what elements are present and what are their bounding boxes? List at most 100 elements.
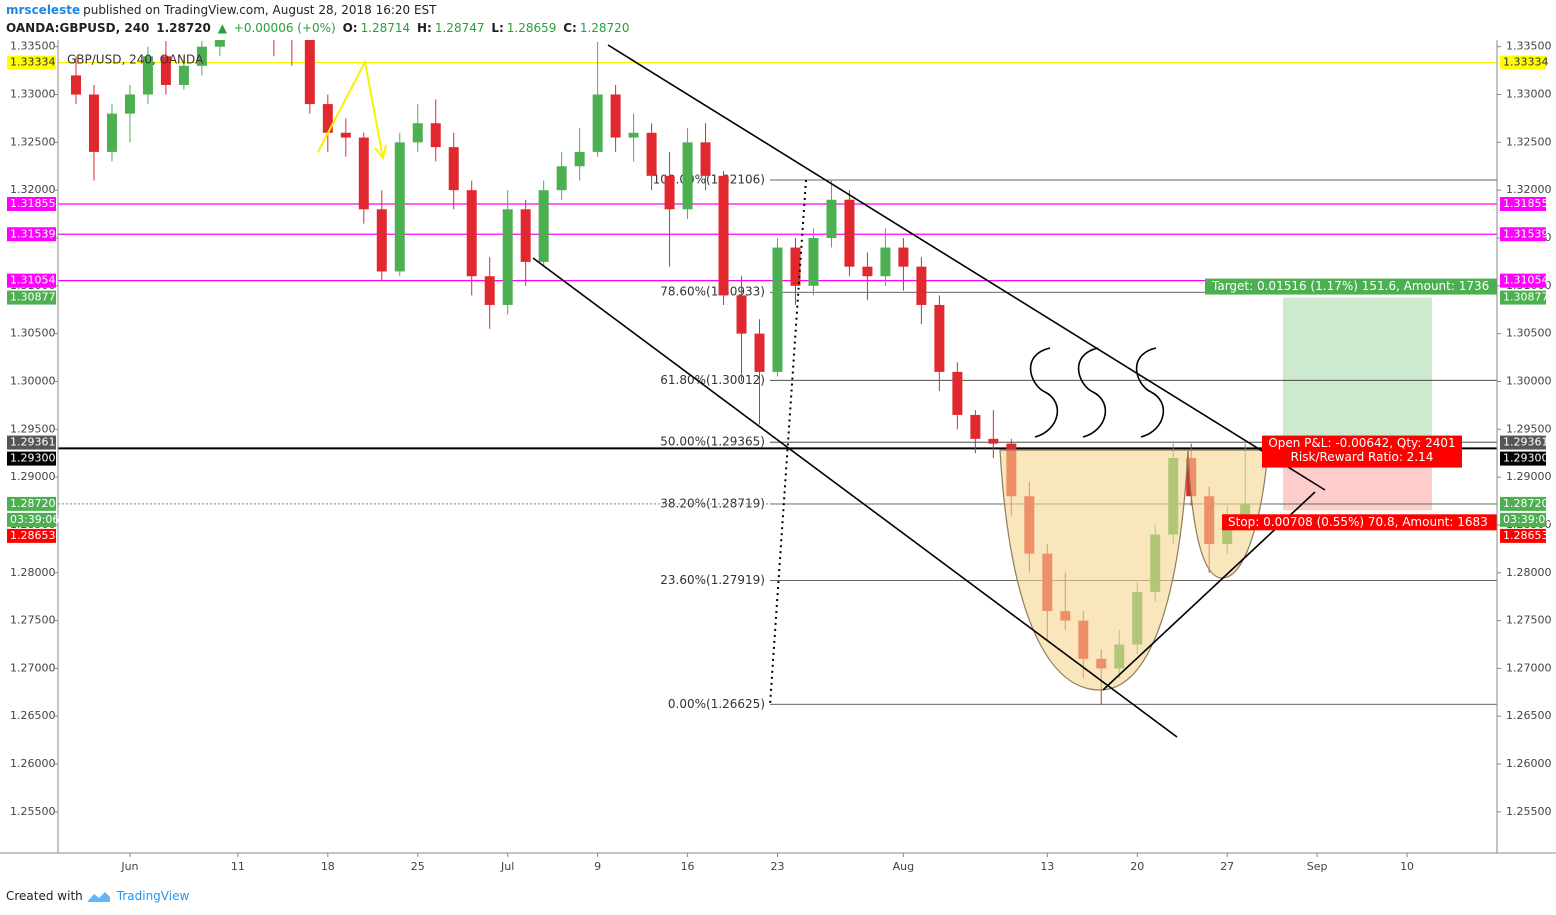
created-with: Created with [6,889,83,903]
x-tick-label: 16 [681,860,695,873]
candle-body [251,0,261,8]
change: +0.00006 (+0%) [233,21,336,35]
candle-body [358,137,369,210]
drawings [317,44,1326,738]
candle-body [574,151,585,167]
price-tag-label: 1.31054 [10,274,56,287]
candle-body [520,209,531,262]
candle-body [610,94,621,138]
y-tick-label: 1.32000 [1506,183,1552,196]
target-bg [1205,278,1497,295]
y-tick-label: 1.26500 [1506,709,1552,722]
price-tag [1500,55,1546,70]
candle-body [952,371,963,415]
candle-body [736,295,747,334]
x-tick-label: Aug [893,860,914,873]
symbol-bar: OANDA:GBPUSD, 240 1.28720 ▲ +0.00006 (+0… [6,21,632,35]
low-label: L: [491,21,504,35]
y-tick-label: 1.33500 [1506,40,1552,53]
y-tick-label-left: 1.33500 [10,40,56,53]
y-tick-label: 1.28000 [1506,566,1552,579]
price-tag [7,496,56,511]
y-tick-label: 1.27500 [1506,614,1552,627]
candle-body [880,247,891,277]
price-tag-label: 1.29361 [1503,436,1549,449]
stop-bg [1222,514,1497,531]
y-tick-label-left: 1.32500 [10,135,56,148]
candle-body [178,65,189,85]
last-price: 1.28720 [156,21,211,35]
published: published on TradingView.com, August 28,… [83,3,437,17]
x-tick-label: Sep [1307,860,1328,873]
price-tag-label: 1.33334 [1503,56,1549,69]
y-tick-label-left: 1.33000 [10,88,56,101]
price-tag-label: 1.28720 [10,497,56,510]
price-tag [7,528,56,543]
y-tick-label-left: 1.28000 [10,566,56,579]
close-value: 1.28720 [579,21,630,35]
price-tag-label: 1.31855 [10,197,56,210]
x-tick-label: 13 [1040,860,1054,873]
countdown-label: 03:39:06 [1503,513,1552,526]
price-tag [1500,273,1546,288]
price-tag [1500,197,1546,212]
x-tick-label: 25 [411,860,425,873]
s-curve [1029,347,1059,438]
cup-shape [999,449,1189,691]
yellow-arrow [317,58,384,159]
y-tick-label: 1.27000 [1506,661,1552,674]
x-tick-label: 11 [231,860,245,873]
y-tick-label-left: 1.25500 [10,805,56,818]
price-tag-label: 1.31855 [1503,197,1549,210]
open-value: 1.28714 [360,21,411,35]
x-tick-label: Jul [500,860,514,873]
high-value: 1.28747 [434,21,485,35]
candle-body [916,266,927,305]
fib-trend [769,179,807,706]
candle-body [322,104,333,133]
price-tag [1500,528,1546,543]
fib-label: 78.60%(1.30933) [660,285,765,299]
price-tag-label: 1.28653 [1503,529,1549,542]
author[interactable]: mrsceleste [6,3,81,17]
channel-line [532,257,1178,738]
y-tick-label: 1.32500 [1506,135,1552,148]
x-tick-label: 27 [1220,860,1234,873]
candle-body [214,40,225,47]
candle-body [394,142,405,272]
x-tick-label: 9 [594,860,601,873]
candle-body [466,190,477,277]
y-tick-label-left: 1.26500 [10,709,56,722]
fib-label: 50.00%(1.29365) [660,435,765,449]
price-tag-label: 1.28720 [1503,497,1549,510]
y-tick-label: 1.29500 [1506,422,1552,435]
candle-body [808,237,819,286]
candle-body [682,142,693,210]
y-tick-label-left: 1.30000 [10,374,56,387]
candle-body [826,199,837,238]
price-tag [1500,451,1546,466]
candle-body [376,209,387,272]
price-tag [7,451,56,466]
price-tag-label: 1.28653 [10,529,56,542]
close-label: C: [563,21,577,35]
brand[interactable]: TradingView [116,889,190,903]
y-tick-label-left: 1.27000 [10,661,56,674]
candle-body [628,132,639,138]
price-tag-label: 1.31054 [1503,274,1549,287]
price-tag [7,197,56,212]
candle-body [502,209,513,305]
y-tick-label-left: 1.27500 [10,614,56,627]
arrow-head [374,144,387,161]
y-tick-label-left: 1.32000 [10,183,56,196]
price-tag [7,55,56,70]
open-label: O: [342,21,358,35]
price-tag [7,227,56,242]
y-tick-label: 1.30500 [1506,327,1552,340]
candle-body [754,333,765,372]
candle-body [718,175,729,296]
fill-layer: 100.00%(1.32106) 78.60%(1.30933) 61.80%(1.… [58,61,1497,711]
price-tag [7,273,56,288]
fib-label: 0.00%(1.26625) [668,697,765,711]
